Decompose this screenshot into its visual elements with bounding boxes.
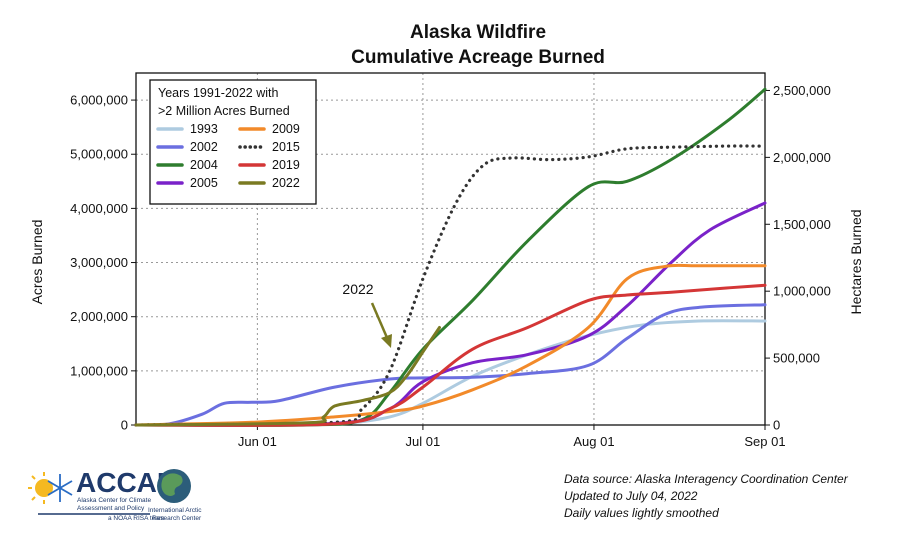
annotation-text: 2022 [342, 281, 373, 297]
y-tick-label: 3,000,000 [70, 255, 128, 270]
series-line-2009 [134, 263, 767, 427]
source-note-3: Daily values lightly smoothed [564, 506, 719, 520]
legend-title-line-2: >2 Million Acres Burned [158, 104, 290, 118]
legend-label-2015: 2015 [272, 140, 300, 154]
legend-items: 1993 2002 2004 2005 2009 2015 2019 2022 [156, 122, 300, 190]
legend-title-line-1: Years 1991-2022 with [158, 86, 279, 100]
globe-land-icon [161, 473, 183, 496]
y-right-tick-label: 0 [773, 418, 780, 433]
series-line-2015 [134, 144, 767, 427]
plot-frame [135, 72, 766, 426]
y-tick-label: 2,000,000 [70, 309, 128, 324]
legend-label-2009: 2009 [272, 122, 300, 136]
legend-label-1993: 1993 [190, 122, 218, 136]
series-line-2019 [134, 283, 767, 427]
legend: Years 1991-2022 with >2 Million Acres Bu… [149, 79, 317, 205]
y-tick-label: 0 [121, 418, 128, 433]
accap-sub-1: Alaska Center for Climate [77, 497, 151, 504]
y-tick-label: 1,000,000 [70, 363, 128, 378]
sun-rays-icon [28, 472, 45, 504]
iarc-line-2: Research Center [152, 515, 202, 522]
legend-label-2004: 2004 [190, 158, 218, 172]
y-tick-label: 6,000,000 [70, 93, 128, 108]
y-tick-label: 4,000,000 [70, 201, 128, 216]
grid-lines [136, 73, 765, 425]
y-right-tick-label: 1,000,000 [773, 284, 831, 299]
y-right-tick-label: 500,000 [773, 351, 820, 366]
annotation-2022: 2022 [342, 281, 392, 348]
iarc-logo: International Arctic Research Center [148, 469, 202, 522]
legend-label-2019: 2019 [272, 158, 300, 172]
accap-sub-2: Assessment and Policy [77, 505, 145, 512]
legend-label-2022: 2022 [272, 176, 300, 190]
series-line-2005 [134, 201, 767, 427]
axes: 0 1,000,000 2,000,000 3,000,000 4,000,000 5,0… [70, 72, 831, 449]
x-tick-label: Sep 01 [744, 434, 785, 449]
accap-sub-3: a NOAA RISA team [108, 515, 164, 522]
y-right-tick-label: 2,000,000 [773, 150, 831, 165]
iarc-line-1: International Arctic [148, 507, 202, 514]
legend-label-2002: 2002 [190, 140, 218, 154]
y-right-tick-label: 1,500,000 [773, 217, 831, 232]
y-tick-label: 5,000,000 [70, 147, 128, 162]
source-note-2: Updated to July 04, 2022 [564, 489, 698, 503]
sun-icon [35, 479, 53, 497]
x-tick-label: Jun 01 [238, 434, 277, 449]
annotation-arrow [370, 302, 390, 341]
x-tick-label: Aug 01 [573, 434, 614, 449]
series-lines [134, 87, 767, 427]
snowflake-icon [47, 474, 73, 502]
series-line-1993 [134, 319, 767, 427]
series-line-2022 [134, 326, 441, 427]
y-right-tick-label: 2,500,000 [773, 83, 831, 98]
legend-label-2005: 2005 [190, 176, 218, 190]
y-axis-right-label: Hectares Burned [848, 209, 864, 314]
source-note-1: Data source: Alaska Interagency Coordina… [564, 472, 849, 486]
y-axis-label: Acres Burned [29, 220, 45, 305]
annotation-arrowhead [381, 334, 392, 348]
chart-title-line-2: Cumulative Acreage Burned [351, 47, 605, 68]
chart-title-line-1: Alaska Wildfire [410, 22, 546, 43]
x-tick-label: Jul 01 [406, 434, 441, 449]
